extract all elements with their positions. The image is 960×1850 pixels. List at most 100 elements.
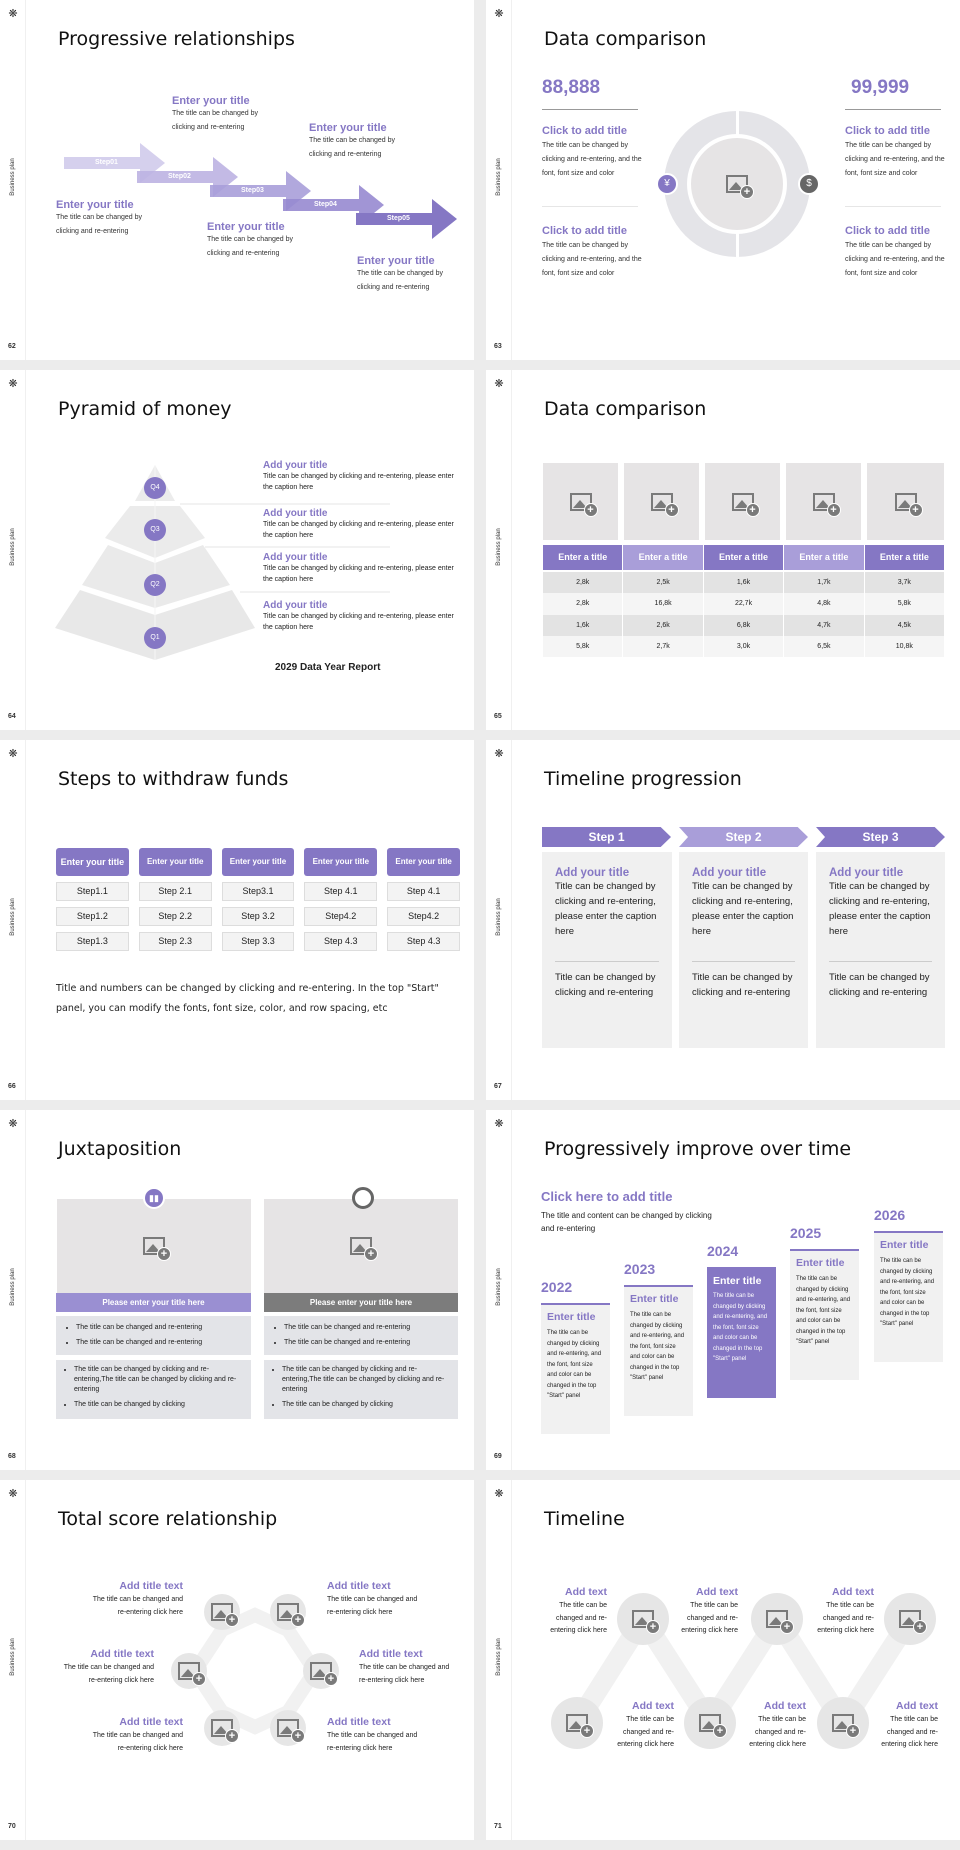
text-block[interactable]: Enter your title The title can be changed… (207, 221, 312, 261)
image-placeholder[interactable] (884, 1593, 936, 1645)
column-header[interactable]: Enter your title (138, 848, 212, 876)
image-placeholder[interactable] (786, 463, 861, 540)
text-block[interactable]: Enter your title The title can be changed… (56, 199, 161, 239)
column-header[interactable]: Enter your title (387, 848, 460, 876)
image-placeholder[interactable] (270, 1594, 306, 1630)
image-placeholder[interactable] (705, 463, 780, 540)
zigzag-path (568, 1600, 919, 1742)
image-placeholder[interactable] (817, 1697, 869, 1749)
image-placeholder[interactable] (751, 1593, 803, 1645)
image-placeholder[interactable] (303, 1653, 339, 1689)
divider (542, 109, 638, 110)
step-card[interactable]: Add your title Title can be changed by cl… (816, 852, 945, 1048)
year-card[interactable]: Enter title The title can be changed by c… (874, 1231, 943, 1362)
text-block[interactable]: Add title text The title can be changed a… (359, 1648, 459, 1687)
image-placeholder[interactable] (270, 1710, 306, 1746)
column-header[interactable]: Enter your title (56, 848, 129, 876)
step-chevron[interactable]: Step 3 (816, 827, 945, 847)
step-cell[interactable]: Step 2.1 (138, 882, 212, 901)
slide-69[interactable]: ❋ Business plan 69 Progressively improve o… (486, 1110, 960, 1470)
text-block[interactable]: Add your title Title can be changed by cl… (263, 460, 463, 493)
block-title: Click to add title (845, 125, 930, 137)
step-cell[interactable]: Step 3.3 (221, 932, 295, 951)
block-body: The title can be changed by clicking and… (357, 270, 444, 291)
text-block[interactable]: Add text The title can be changed and re-… (609, 1700, 674, 1752)
step-cell[interactable]: Step 4.1 (304, 882, 378, 901)
year-card[interactable]: Enter title The title can be changed by c… (790, 1249, 859, 1380)
text-block[interactable]: Click to add title The title can be chang… (845, 225, 955, 281)
text-block[interactable]: Add title text The title can be changed a… (83, 1716, 183, 1755)
text-block[interactable]: Add title text The title can be changed a… (327, 1580, 427, 1619)
text-block[interactable]: Add your title Title can be changed by cl… (263, 600, 463, 633)
image-add-icon (766, 1610, 794, 1634)
image-placeholder[interactable] (264, 1199, 458, 1293)
text-block[interactable]: Click to add title The title can be chang… (845, 125, 955, 181)
image-placeholder[interactable] (624, 463, 699, 540)
text-block[interactable]: Click to add title The title can be chang… (542, 225, 652, 281)
step-card[interactable]: Add your title Title can be changed by cl… (679, 852, 808, 1048)
step-chevron[interactable]: Step 1 (542, 827, 671, 847)
slide-68[interactable]: ❋ Business plan 68 Juxtaposition ▮▮ Please… (0, 1110, 474, 1470)
block-body: Title can be changed by clicking and re-… (263, 473, 454, 491)
image-placeholder[interactable] (691, 138, 783, 230)
step-card[interactable]: Add your title Title can be changed by cl… (542, 852, 672, 1048)
step-cell[interactable]: Step 2.3 (138, 932, 212, 951)
text-block[interactable]: Add title text The title can be changed a… (83, 1580, 183, 1619)
slide-70[interactable]: ❋ Business plan 70 Total score relationshi… (0, 1480, 474, 1840)
text-block[interactable]: Add text The title can be changed and re-… (542, 1586, 607, 1638)
year-card[interactable]: Enter title The title can be changed by c… (541, 1303, 610, 1434)
text-block[interactable]: Enter your title The title can be changed… (172, 95, 277, 135)
panel-heading[interactable]: Please enter your title here (264, 1293, 458, 1312)
year-card[interactable]: Enter title The title can be changed by c… (624, 1285, 693, 1416)
text-block[interactable]: Add text The title can be changed and re-… (673, 1586, 738, 1638)
image-placeholder[interactable] (543, 463, 618, 540)
step-cell[interactable]: Step1.3 (56, 932, 129, 951)
text-block[interactable]: Add your title Title can be changed by cl… (263, 508, 463, 541)
image-placeholder[interactable] (204, 1594, 240, 1630)
step-cell[interactable]: Step1.2 (56, 907, 129, 926)
image-placeholder[interactable] (57, 1199, 251, 1293)
text-block[interactable]: Add text The title can be changed and re-… (741, 1700, 806, 1752)
step-cell[interactable]: Step 3.2 (221, 907, 295, 926)
year-card[interactable]: Enter title The title can be changed by c… (707, 1267, 776, 1398)
step-cell[interactable]: Step4.2 (304, 907, 378, 926)
text-block[interactable]: Enter your title The title can be changed… (357, 255, 462, 295)
text-block[interactable]: Add text The title can be changed and re-… (873, 1700, 938, 1752)
image-placeholder[interactable] (684, 1697, 736, 1749)
step-arrow-4 (283, 185, 384, 225)
page-number: 65 (494, 713, 502, 720)
step-cell[interactable]: Step 4.1 (387, 882, 460, 901)
step-cell[interactable]: Step3.1 (221, 882, 295, 901)
image-placeholder[interactable] (867, 463, 944, 540)
image-add-icon (832, 1714, 860, 1738)
slide-66[interactable]: ❋ Business plan 66 Steps to withdraw funds… (0, 740, 474, 1100)
image-placeholder[interactable] (171, 1653, 207, 1689)
slide-63[interactable]: ❋ Business plan 63 Data comparison 88,888 … (486, 0, 960, 360)
text-block[interactable]: Add your title Title can be changed by cl… (263, 552, 463, 585)
text-block[interactable]: Enter your title The title can be changed… (309, 122, 414, 162)
column-header[interactable]: Enter your title (221, 848, 295, 876)
text-block[interactable]: Add title text The title can be changed a… (327, 1716, 427, 1755)
step-cell[interactable]: Step4.2 (387, 907, 460, 926)
image-placeholder[interactable] (204, 1710, 240, 1746)
step-cell[interactable]: Step1.1 (56, 882, 129, 901)
slide-64[interactable]: ❋ Business plan 64 Pyramid of money Q4 Q3 … (0, 370, 474, 730)
panel-heading[interactable]: Please enter your title here (56, 1293, 251, 1312)
step-cell[interactable]: Step 2.2 (138, 907, 212, 926)
step-cell[interactable]: Step 4.3 (387, 932, 460, 951)
step-chevron[interactable]: Step 2 (679, 827, 808, 847)
text-block[interactable]: Click to add title The title can be chang… (542, 125, 652, 181)
slide-67[interactable]: ❋ Business plan 67 Timeline progression St… (486, 740, 960, 1100)
slide-65[interactable]: ❋ Business plan 65 Data comparison Enter a… (486, 370, 960, 730)
column-header[interactable]: Enter your title (304, 848, 378, 876)
block-body: The title can be changed by clicking and… (542, 142, 642, 177)
text-block[interactable]: Add title text The title can be changed a… (54, 1648, 154, 1687)
image-placeholder[interactable] (551, 1697, 603, 1749)
slide-62[interactable]: ❋ Business plan 62 Progressive relationshi… (0, 0, 474, 360)
card-body: The title can be changed by clicking and… (796, 1276, 851, 1345)
step-cell[interactable]: Step 4.3 (304, 932, 378, 951)
image-placeholder[interactable] (617, 1593, 669, 1645)
year-label: 2022 (541, 1279, 573, 1295)
text-block[interactable]: Add text The title can be changed and re-… (809, 1586, 874, 1638)
